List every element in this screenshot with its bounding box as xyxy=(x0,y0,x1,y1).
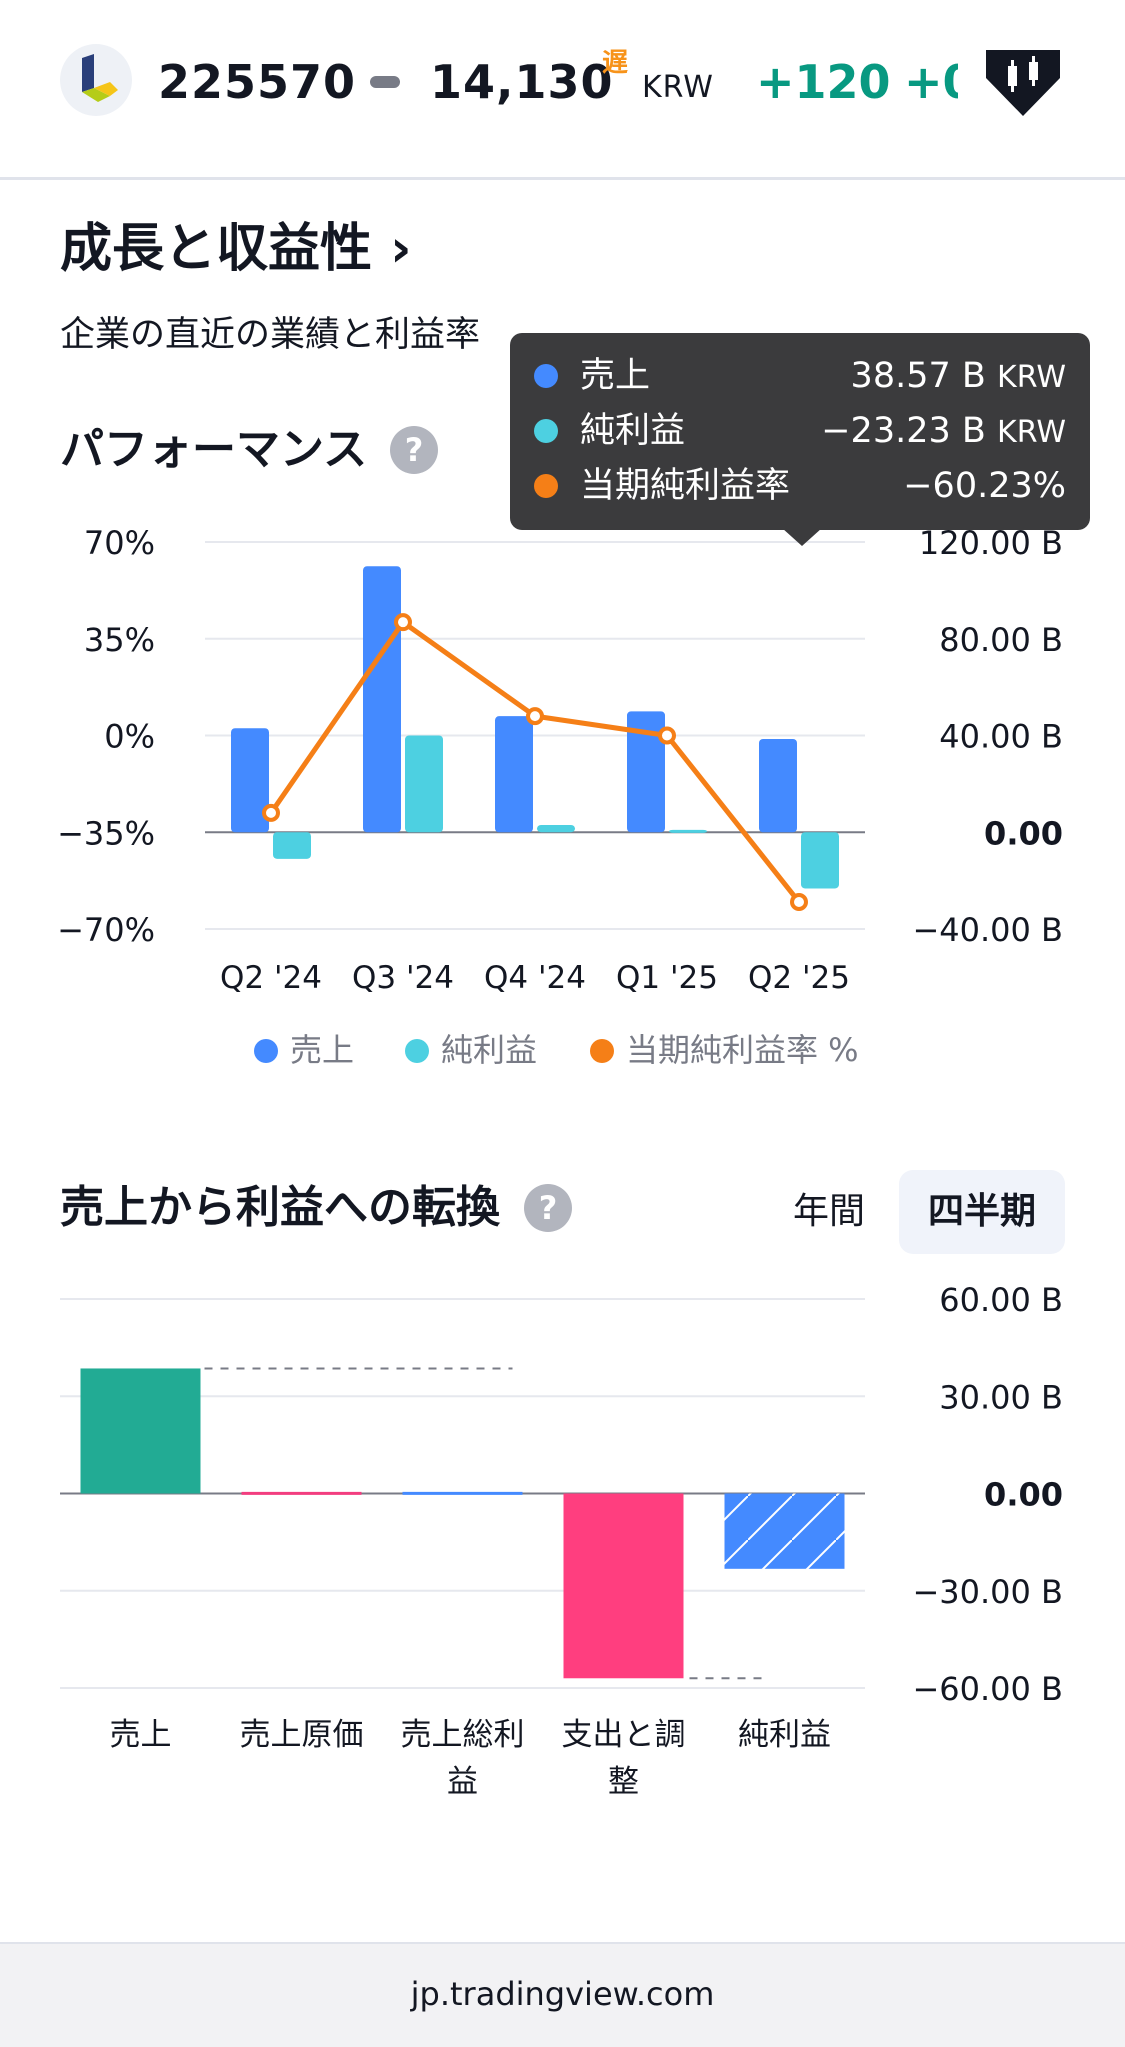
revenue-bar xyxy=(231,728,269,833)
x-axis-label-line: 売上 xyxy=(110,1717,172,1753)
net-income-bar xyxy=(669,829,707,833)
tooltip-row-net-income: 純利益 −23.23 B KRW xyxy=(534,406,1066,456)
revenue-to-profit-chart[interactable]: 60.00 B 30.00 B 0.00 −30.00 B −60.00 B 売上 売上原価… xyxy=(0,1270,1125,1830)
help-icon[interactable]: ? xyxy=(524,1184,572,1232)
x-axis-label: Q4 '24 xyxy=(484,960,586,996)
tooltip-net-margin-label: 当期純利益率 xyxy=(580,466,791,506)
price-change-value: +120 xyxy=(756,55,891,109)
x-axis-label: Q1 '25 xyxy=(616,960,718,996)
x-axis-label: 売上 xyxy=(110,1717,172,1753)
tooltip-row-revenue: 売上 38.57 B KRW xyxy=(534,351,1066,401)
right-axis-tick: 80.00 B xyxy=(939,621,1063,659)
company-logo xyxy=(60,44,132,116)
left-axis-tick: 70% xyxy=(84,524,155,562)
x-axis-label: 純利益 xyxy=(738,1717,831,1753)
revenue-bar xyxy=(363,566,401,833)
right-axis-tick: 40.00 B xyxy=(939,718,1063,756)
delayed-badge: 遅 xyxy=(602,48,629,78)
tooltip-net-margin-dot xyxy=(534,474,558,498)
ticker-symbol[interactable]: 225570 xyxy=(158,55,357,109)
right-axis-tick: −40.00 B xyxy=(912,911,1063,949)
left-axis-tick: 0% xyxy=(104,718,155,756)
tooltip-net-income-label: 純利益 xyxy=(580,411,686,451)
x-axis-label-line: 整 xyxy=(608,1764,639,1800)
net-margin-point xyxy=(526,707,544,726)
revenue-bar xyxy=(759,738,797,833)
price-currency: KRW xyxy=(642,70,714,105)
legend-item-net-income[interactable]: 純利益 xyxy=(405,1025,537,1075)
net-income-bar xyxy=(801,832,839,889)
legend-item-revenue[interactable]: 売上 xyxy=(254,1025,354,1075)
tooltip-revenue-dot xyxy=(534,364,558,388)
x-axis-label: 売上総利益 xyxy=(401,1717,525,1800)
growth-profitability-heading[interactable]: 成長と収益性 › xyxy=(60,219,412,279)
legend-revenue-dot xyxy=(254,1039,278,1063)
right-axis-tick: 30.00 B xyxy=(939,1378,1063,1416)
tooltip-revenue-value: 38.57 B KRW xyxy=(850,356,1066,396)
symbol-header: 225570 14,130 遅 KRW +120 +0 xyxy=(0,0,1125,180)
net-margin-point xyxy=(394,613,412,632)
legend-net-income-label: 純利益 xyxy=(441,1031,538,1069)
right-axis-tick: 0.00 xyxy=(984,1476,1063,1514)
net-margin-point xyxy=(790,892,808,911)
legend-net-income-dot xyxy=(405,1039,429,1063)
waterfall-bar xyxy=(241,1491,362,1495)
legend-revenue-label: 売上 xyxy=(290,1031,355,1069)
tooltip-pointer xyxy=(782,528,822,546)
x-axis-label-line: 益 xyxy=(447,1764,478,1800)
x-axis-label-line: 売上原価 xyxy=(240,1717,364,1753)
help-icon[interactable]: ? xyxy=(390,426,438,474)
x-axis-label: 支出と調整 xyxy=(562,1717,686,1800)
x-axis-label: Q2 '25 xyxy=(748,960,850,996)
revenue-bar xyxy=(627,711,665,833)
waterfall-bar xyxy=(402,1491,523,1495)
revenue-to-profit-title: 売上から利益への転換 xyxy=(60,1182,500,1233)
growth-subtitle: 企業の直近の業績と利益率 xyxy=(60,315,481,355)
net-margin-point xyxy=(658,726,676,745)
browser-url-bar[interactable]: jp.tradingview.com xyxy=(0,1942,1125,2047)
tab-annual[interactable]: 年間 xyxy=(792,1191,865,1232)
performance-chart[interactable]: 70% 35% 0% −35% −70% 120.00 B 80.00 B 40.00 B 0.… xyxy=(0,500,1125,1020)
tooltip-row-net-margin: 当期純利益率 −60.23% xyxy=(534,461,1066,511)
net-margin-point xyxy=(262,803,280,822)
tooltip-net-income-dot xyxy=(534,419,558,443)
performance-title: パフォーマンス xyxy=(60,424,368,475)
net-income-bar xyxy=(273,832,311,859)
tooltip-net-income-value: −23.23 B KRW xyxy=(821,411,1066,451)
net-income-bar xyxy=(405,735,443,833)
x-axis-label-line: 支出と調 xyxy=(562,1717,686,1753)
left-axis-tick: −35% xyxy=(57,814,155,852)
net-income-bar xyxy=(537,824,575,833)
tooltip-net-margin-value: −60.23% xyxy=(903,466,1066,506)
candlestick-badge-icon[interactable] xyxy=(982,44,1064,120)
legend-net-margin-label: 当期純利益率 % xyxy=(626,1031,859,1069)
net-margin-line xyxy=(268,619,801,904)
x-axis-label-line: 純利益 xyxy=(738,1717,831,1753)
tab-quarterly[interactable]: 四半期 xyxy=(899,1170,1065,1254)
chart-tooltip: 売上 38.57 B KRW 純利益 −23.23 B KRW 当期純利益率 −… xyxy=(510,333,1090,530)
x-axis-label: Q3 '24 xyxy=(352,960,454,996)
left-axis-tick: −70% xyxy=(57,911,155,949)
tooltip-revenue-label: 売上 xyxy=(580,356,651,396)
waterfall-bar xyxy=(724,1493,845,1569)
right-axis-tick: −60.00 B xyxy=(912,1670,1063,1708)
waterfall-bar xyxy=(80,1368,201,1494)
right-axis-tick: 0.00 xyxy=(984,814,1063,852)
price-change: +120 +0 xyxy=(756,52,958,116)
x-axis-label: Q2 '24 xyxy=(220,960,322,996)
x-axis-label-line: 売上総利 xyxy=(401,1717,525,1753)
separator-dash xyxy=(370,76,400,88)
left-axis-tick: 35% xyxy=(84,621,155,659)
right-axis-tick: 60.00 B xyxy=(939,1281,1063,1319)
right-axis-tick: −30.00 B xyxy=(912,1573,1063,1611)
right-axis-tick: 120.00 B xyxy=(919,524,1063,562)
revenue-bar xyxy=(495,716,533,833)
legend-net-margin-dot xyxy=(590,1039,614,1063)
x-axis-label: 売上原価 xyxy=(240,1717,364,1753)
legend-item-net-margin[interactable]: 当期純利益率 % xyxy=(590,1025,859,1075)
price-change-percent: +0 xyxy=(904,55,958,109)
last-price: 14,130 xyxy=(430,55,614,109)
waterfall-bar xyxy=(563,1493,684,1679)
